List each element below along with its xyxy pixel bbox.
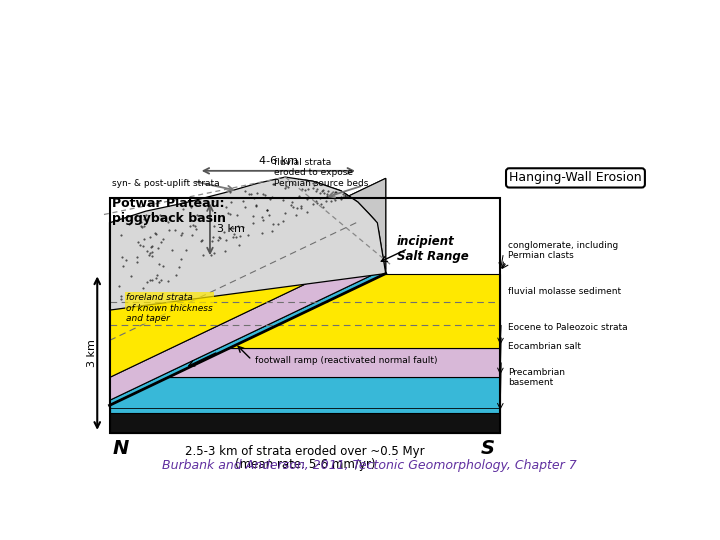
Text: fluvial strata
eroded to expose
Permian source beds: fluvial strata eroded to expose Permian … xyxy=(274,158,369,188)
Polygon shape xyxy=(109,246,386,400)
Polygon shape xyxy=(109,178,386,377)
Text: 4-6 km: 4-6 km xyxy=(258,156,298,166)
Polygon shape xyxy=(109,177,386,310)
Text: Hanging-Wall Erosion: Hanging-Wall Erosion xyxy=(509,171,642,184)
Text: 3 km: 3 km xyxy=(217,224,245,234)
Polygon shape xyxy=(109,377,500,413)
Polygon shape xyxy=(109,348,500,377)
Text: Potwar Plateau:
piggyback basin: Potwar Plateau: piggyback basin xyxy=(112,197,226,225)
Text: Eocambrian salt: Eocambrian salt xyxy=(508,342,582,351)
Text: Eocene to Paleozoic strata: Eocene to Paleozoic strata xyxy=(508,323,628,332)
Text: footwall ramp (reactivated normal fault): footwall ramp (reactivated normal fault) xyxy=(255,356,437,365)
Bar xyxy=(109,198,500,433)
Polygon shape xyxy=(109,274,500,348)
Polygon shape xyxy=(109,413,500,433)
Text: (mean rate: 5-6 mm/yr): (mean rate: 5-6 mm/yr) xyxy=(235,458,375,471)
Text: fluvial molasse sediment: fluvial molasse sediment xyxy=(508,287,621,296)
Text: conglomerate, including
Permian clasts: conglomerate, including Permian clasts xyxy=(508,241,618,260)
Text: syn- & post-uplift strata: syn- & post-uplift strata xyxy=(112,179,220,188)
Polygon shape xyxy=(109,268,386,406)
Text: Precambrian
basement: Precambrian basement xyxy=(508,368,565,387)
Text: incipient
Salt Range: incipient Salt Range xyxy=(397,234,469,262)
Text: 3 km: 3 km xyxy=(86,339,96,367)
Text: 2.5-3 km of strata eroded over ~0.5 Myr: 2.5-3 km of strata eroded over ~0.5 Myr xyxy=(185,446,425,458)
Text: S: S xyxy=(480,439,495,458)
Polygon shape xyxy=(109,178,386,310)
Text: foreland strata
of known thickness
and taper: foreland strata of known thickness and t… xyxy=(126,293,213,323)
Text: Burbank and Anderson, 2011, Tectonic Geomorphology, Chapter 7: Burbank and Anderson, 2011, Tectonic Geo… xyxy=(161,460,577,472)
Text: N: N xyxy=(112,439,129,458)
